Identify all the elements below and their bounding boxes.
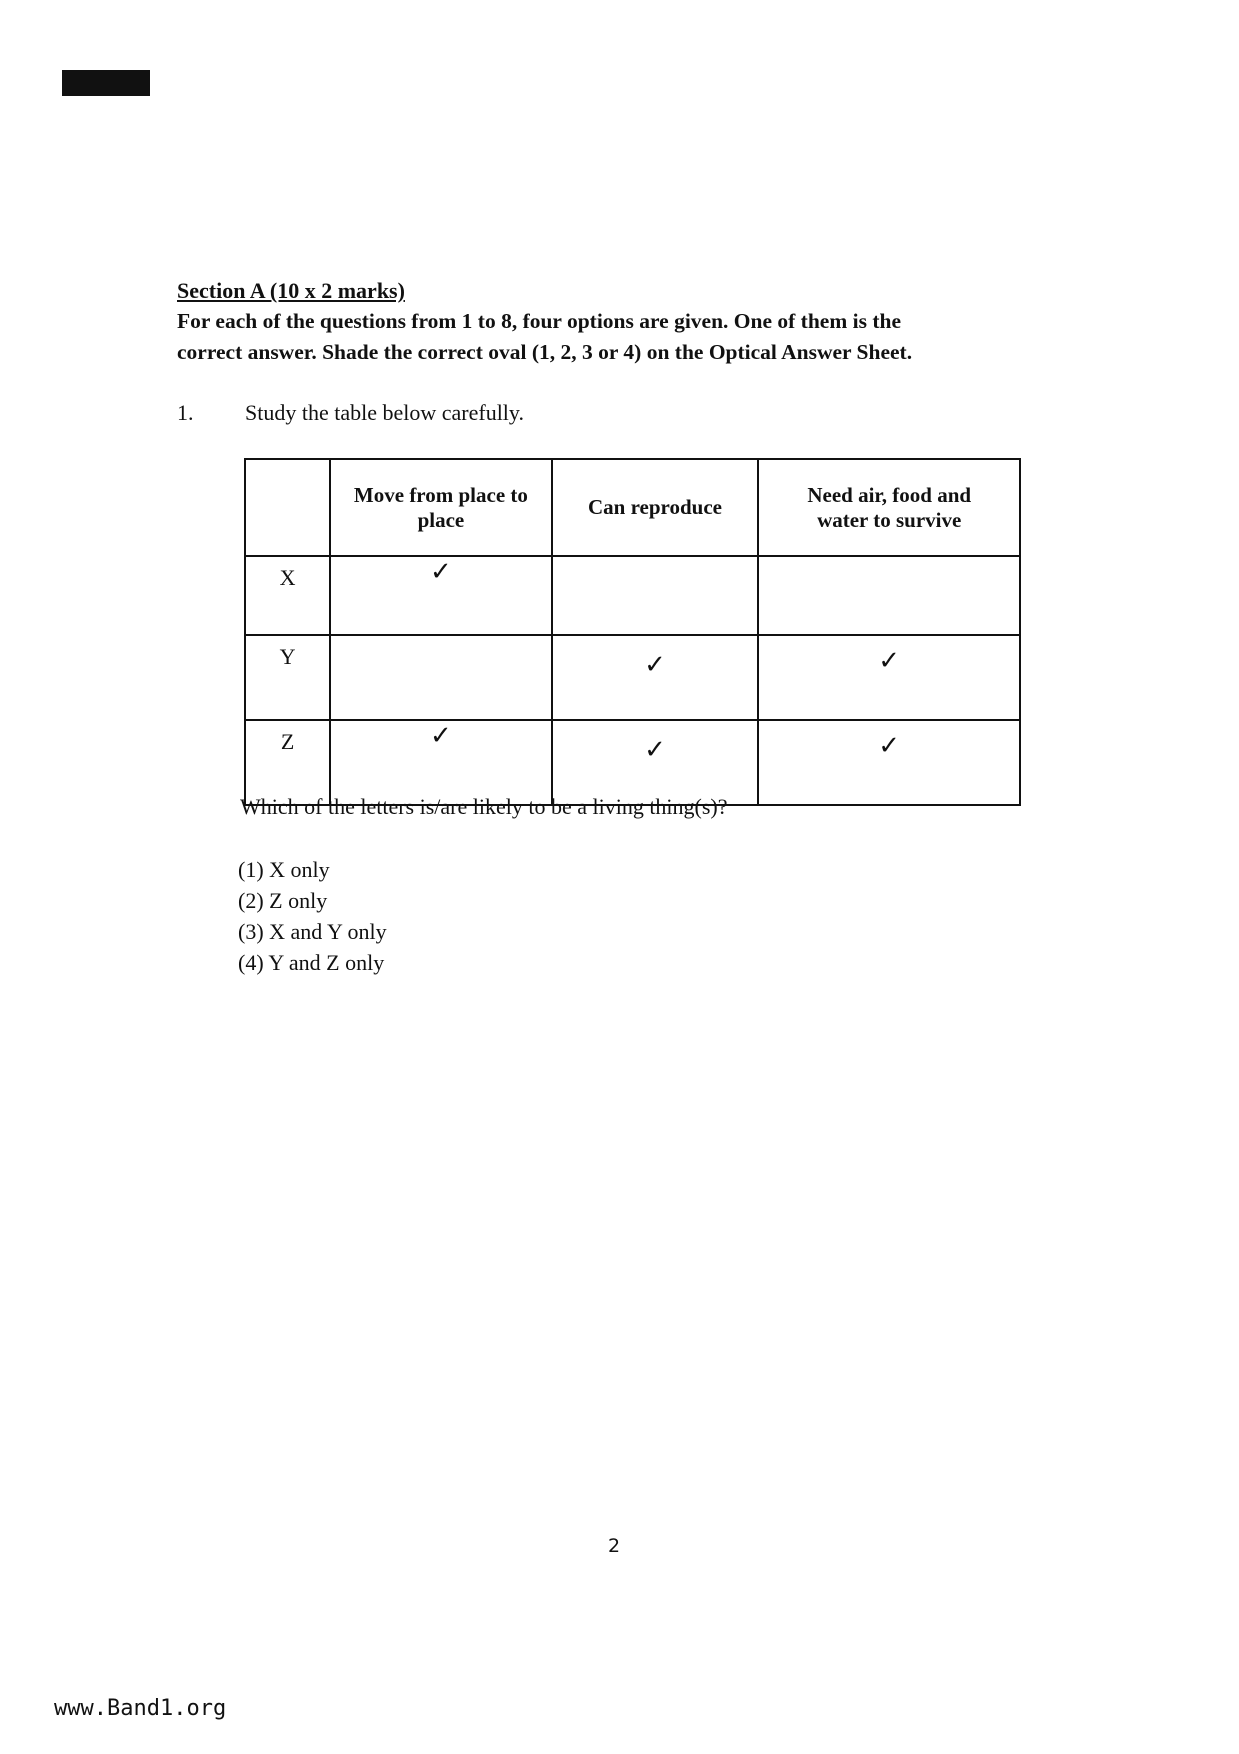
characteristics-table: Move from place to place Can reproduce N…: [243, 458, 1021, 806]
redaction-block: [62, 70, 150, 96]
check-cell: [329, 634, 553, 721]
option-3: (3) X and Y only: [238, 919, 387, 944]
question-number: 1.: [177, 400, 194, 425]
check-cell: ✓: [757, 719, 1021, 806]
question-prompt: Which of the letters is/are likely to be…: [240, 794, 728, 819]
table-header: [243, 458, 332, 557]
row-label: X: [243, 555, 332, 636]
instructions-line-2: correct answer. Shade the correct oval (…: [177, 340, 913, 364]
table-header: Move from place to place: [329, 458, 553, 557]
section-title: Section A (10 x 2 marks): [177, 278, 405, 303]
footer-watermark: www.Band1.org: [54, 1696, 227, 1721]
table-header: Need air, food and water to survive: [757, 458, 1021, 557]
check-cell: ✓: [757, 634, 1021, 721]
check-cell: [550, 555, 760, 636]
table-header: Can reproduce: [550, 458, 760, 557]
table-row: Y ✓ ✓: [243, 634, 1021, 721]
check-cell: ✓: [329, 555, 553, 636]
option-1: (1) X only: [238, 857, 330, 882]
row-label: Z: [243, 719, 332, 806]
table-header-row: Move from place to place Can reproduce N…: [243, 458, 1021, 557]
instructions-line-1: For each of the questions from 1 to 8, f…: [177, 309, 901, 333]
option-4: (4) Y and Z only: [238, 950, 385, 975]
check-cell: ✓: [329, 719, 553, 806]
question-intro: Study the table below carefully.: [245, 400, 524, 425]
table-row: X ✓: [243, 555, 1021, 636]
option-2: (2) Z only: [238, 888, 328, 913]
page-number: 2: [608, 1535, 621, 1557]
check-cell: ✓: [550, 719, 760, 806]
table-row: Z ✓ ✓ ✓: [243, 719, 1021, 806]
row-label: Y: [243, 634, 332, 721]
check-cell: [757, 555, 1021, 636]
check-cell: ✓: [550, 634, 760, 721]
